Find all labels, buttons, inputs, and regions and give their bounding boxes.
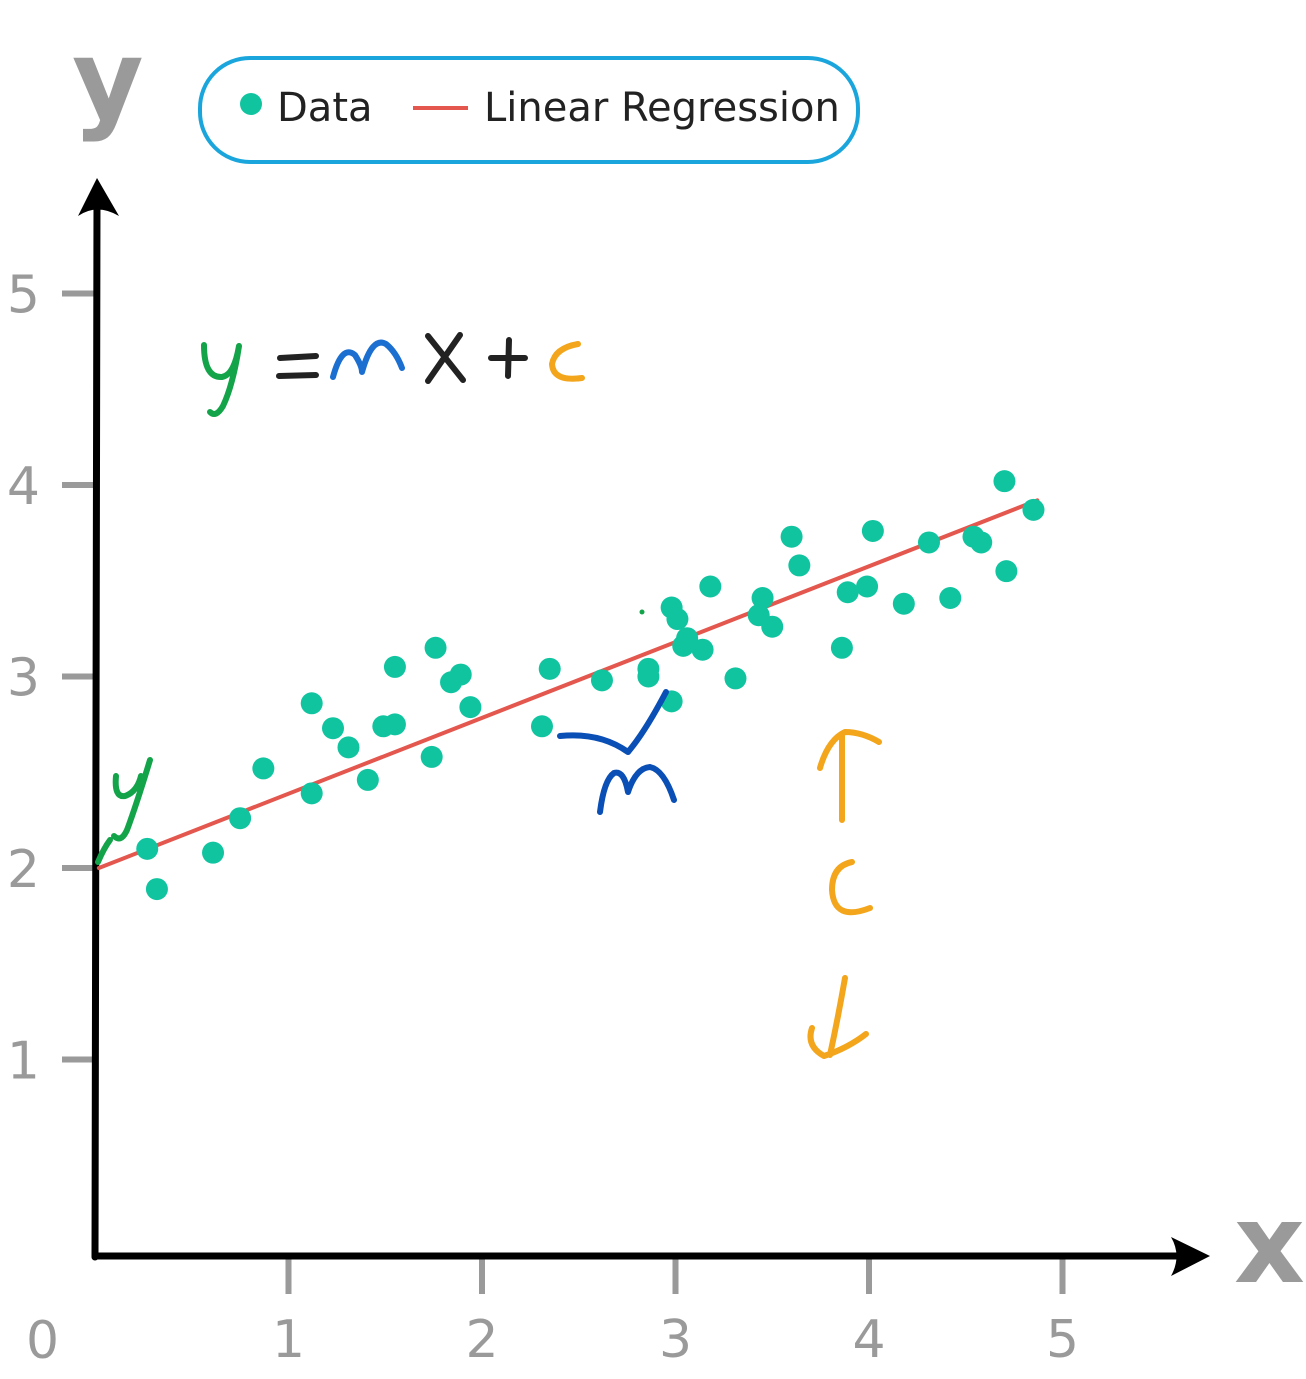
y-tick-label: 2 (7, 840, 40, 900)
data-point (322, 717, 345, 740)
data-point (449, 663, 472, 686)
data-point (970, 531, 993, 554)
data-point (830, 636, 853, 659)
legend-regression-label: Linear Regression (484, 85, 840, 131)
data-point (420, 745, 443, 768)
x-tick-label: 4 (852, 1310, 885, 1370)
annotation-eq-plus (488, 337, 528, 379)
data-point (761, 615, 784, 638)
data-point (724, 667, 747, 690)
data-point (383, 655, 406, 678)
data-point (1022, 498, 1045, 521)
data-point (666, 608, 689, 631)
data-point (590, 669, 613, 692)
legend-box (198, 56, 860, 164)
origin-label: 0 (26, 1311, 59, 1371)
axes (78, 178, 1210, 1276)
annotation-c (829, 859, 873, 916)
data-points (136, 470, 1045, 901)
annotation-intercept-y (95, 757, 153, 865)
data-point (459, 696, 482, 719)
annotation-eq-equals (276, 353, 319, 379)
annotation-eq-x (425, 332, 466, 384)
data-point (676, 627, 699, 650)
data-point (145, 878, 168, 901)
y-axis-label: y (72, 16, 144, 144)
y-tick-label: 3 (7, 649, 40, 709)
data-point (202, 841, 225, 864)
data-point (637, 657, 660, 680)
data-point (252, 757, 275, 780)
y-tick-label: 5 (7, 266, 40, 326)
annotation-eq-y (201, 342, 242, 417)
legend-data-label: Data (277, 85, 373, 131)
data-point (337, 736, 360, 759)
y-tick-label: 4 (7, 457, 40, 517)
y-tick-label: 1 (7, 1032, 40, 1092)
data-point (861, 519, 884, 542)
data-point (383, 713, 406, 736)
data-point (300, 782, 323, 805)
legend: Data Linear Regression (198, 56, 860, 164)
data-point (229, 807, 252, 830)
x-axis-arrow (1171, 1237, 1210, 1276)
annotation-eq-c (549, 341, 585, 382)
axis-ticks: 1 2 3 4 5 1 2 3 4 5 (7, 266, 1079, 1371)
data-point (300, 692, 323, 715)
annotation-eq-m (330, 339, 405, 380)
data-point (993, 470, 1016, 493)
annotation-slope-tick (557, 689, 669, 755)
annotation-slope-m (597, 764, 677, 815)
data-point (538, 657, 561, 680)
data-point (530, 715, 553, 738)
data-point (780, 525, 803, 548)
data-point (751, 586, 774, 609)
intercept-c-annotation (807, 729, 882, 1059)
data-point (788, 554, 811, 577)
data-point (136, 837, 159, 860)
annotation-up-arrow (817, 729, 882, 823)
data-point (356, 768, 379, 791)
legend-data-marker (240, 93, 262, 115)
annotation-down-arrow (807, 975, 869, 1059)
data-point (424, 636, 447, 659)
regression-line (96, 498, 1040, 870)
data-point (995, 560, 1018, 583)
x-tick-label: 1 (272, 1310, 305, 1370)
equation-annotation (201, 332, 585, 417)
data-point (892, 592, 915, 615)
x-tick-label: 2 (465, 1310, 498, 1370)
data-point (856, 575, 879, 598)
y-axis-line (91, 196, 101, 1261)
data-point (917, 531, 940, 554)
data-point (691, 638, 714, 661)
x-tick-label: 5 (1046, 1310, 1079, 1370)
data-point (699, 575, 722, 598)
y-axis-arrow (78, 178, 119, 216)
annotation-dot (639, 609, 645, 615)
x-axis-label: x (1234, 1180, 1305, 1308)
x-tick-label: 3 (659, 1310, 692, 1370)
data-point (836, 581, 859, 604)
slope-annotation (557, 609, 677, 815)
data-point (939, 586, 962, 609)
